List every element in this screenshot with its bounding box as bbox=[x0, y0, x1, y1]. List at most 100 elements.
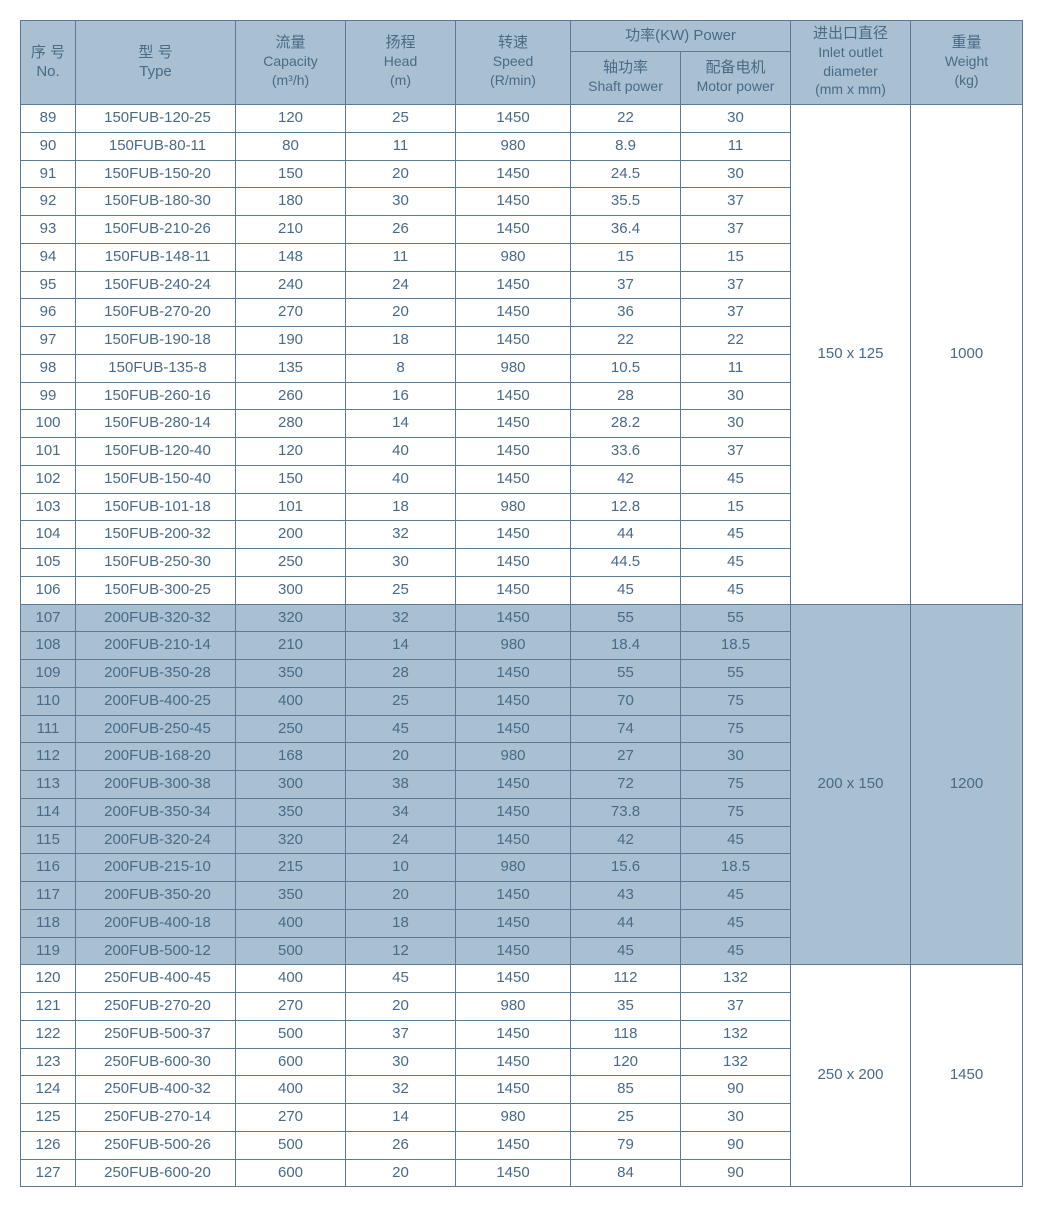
cell-speed: 1450 bbox=[456, 521, 571, 549]
cell-shaft: 43 bbox=[571, 882, 681, 910]
cell-capacity: 600 bbox=[236, 1159, 346, 1187]
cell-diameter: 200 x 150 bbox=[791, 604, 911, 965]
cell-head: 37 bbox=[346, 1020, 456, 1048]
cell-type: 250FUB-400-45 bbox=[76, 965, 236, 993]
cell-motor: 45 bbox=[681, 909, 791, 937]
cell-shaft: 33.6 bbox=[571, 438, 681, 466]
col-diameter: 进出口直径 Inlet outlet diameter (mm x mm) bbox=[791, 21, 911, 105]
cell-type: 150FUB-190-18 bbox=[76, 327, 236, 355]
cell-no: 124 bbox=[21, 1076, 76, 1104]
cell-capacity: 150 bbox=[236, 160, 346, 188]
cell-shaft: 35.5 bbox=[571, 188, 681, 216]
cell-no: 90 bbox=[21, 132, 76, 160]
cell-type: 150FUB-280-14 bbox=[76, 410, 236, 438]
cell-shaft: 85 bbox=[571, 1076, 681, 1104]
table-row: 89150FUB-120-251202514502230150 x 125100… bbox=[21, 105, 1023, 133]
cell-shaft: 45 bbox=[571, 937, 681, 965]
cell-speed: 980 bbox=[456, 1104, 571, 1132]
cell-shaft: 36 bbox=[571, 299, 681, 327]
cell-head: 32 bbox=[346, 521, 456, 549]
cell-motor: 37 bbox=[681, 299, 791, 327]
cell-motor: 30 bbox=[681, 105, 791, 133]
cell-speed: 1450 bbox=[456, 1020, 571, 1048]
cell-head: 11 bbox=[346, 243, 456, 271]
cell-type: 200FUB-210-14 bbox=[76, 632, 236, 660]
cell-capacity: 350 bbox=[236, 882, 346, 910]
cell-speed: 1450 bbox=[456, 188, 571, 216]
cell-speed: 1450 bbox=[456, 604, 571, 632]
cell-shaft: 8.9 bbox=[571, 132, 681, 160]
cell-type: 150FUB-120-25 bbox=[76, 105, 236, 133]
cell-no: 92 bbox=[21, 188, 76, 216]
cell-no: 106 bbox=[21, 576, 76, 604]
cell-speed: 1450 bbox=[456, 299, 571, 327]
cell-shaft: 44 bbox=[571, 521, 681, 549]
cell-type: 200FUB-400-18 bbox=[76, 909, 236, 937]
cell-head: 25 bbox=[346, 687, 456, 715]
cell-head: 18 bbox=[346, 493, 456, 521]
cell-speed: 980 bbox=[456, 354, 571, 382]
cell-shaft: 55 bbox=[571, 604, 681, 632]
cell-head: 26 bbox=[346, 1131, 456, 1159]
cell-speed: 1450 bbox=[456, 327, 571, 355]
cell-capacity: 210 bbox=[236, 632, 346, 660]
cell-motor: 37 bbox=[681, 216, 791, 244]
cell-speed: 1450 bbox=[456, 715, 571, 743]
cell-type: 200FUB-400-25 bbox=[76, 687, 236, 715]
cell-speed: 980 bbox=[456, 493, 571, 521]
cell-head: 20 bbox=[346, 743, 456, 771]
cell-head: 45 bbox=[346, 715, 456, 743]
cell-motor: 75 bbox=[681, 771, 791, 799]
cell-speed: 1450 bbox=[456, 798, 571, 826]
cell-head: 38 bbox=[346, 771, 456, 799]
cell-motor: 55 bbox=[681, 604, 791, 632]
col-capacity: 流量 Capacity (m³/h) bbox=[236, 21, 346, 105]
cell-head: 30 bbox=[346, 188, 456, 216]
cell-head: 25 bbox=[346, 576, 456, 604]
cell-head: 34 bbox=[346, 798, 456, 826]
cell-type: 250FUB-500-37 bbox=[76, 1020, 236, 1048]
cell-motor: 132 bbox=[681, 965, 791, 993]
cell-speed: 1450 bbox=[456, 216, 571, 244]
cell-type: 150FUB-80-11 bbox=[76, 132, 236, 160]
cell-type: 150FUB-148-11 bbox=[76, 243, 236, 271]
cell-weight: 1450 bbox=[911, 965, 1023, 1187]
cell-motor: 37 bbox=[681, 188, 791, 216]
cell-head: 30 bbox=[346, 1048, 456, 1076]
cell-motor: 132 bbox=[681, 1020, 791, 1048]
cell-no: 127 bbox=[21, 1159, 76, 1187]
cell-no: 108 bbox=[21, 632, 76, 660]
table-row: 120250FUB-400-45400451450112132250 x 200… bbox=[21, 965, 1023, 993]
cell-no: 116 bbox=[21, 854, 76, 882]
cell-shaft: 10.5 bbox=[571, 354, 681, 382]
cell-head: 8 bbox=[346, 354, 456, 382]
cell-no: 96 bbox=[21, 299, 76, 327]
cell-type: 150FUB-150-20 bbox=[76, 160, 236, 188]
cell-speed: 1450 bbox=[456, 549, 571, 577]
cell-speed: 1450 bbox=[456, 826, 571, 854]
cell-no: 110 bbox=[21, 687, 76, 715]
col-power-group: 功率(KW) Power bbox=[571, 21, 791, 52]
cell-shaft: 42 bbox=[571, 826, 681, 854]
cell-capacity: 150 bbox=[236, 465, 346, 493]
cell-shaft: 15.6 bbox=[571, 854, 681, 882]
col-motor-power: 配备电机 Motor power bbox=[681, 52, 791, 105]
col-shaft-power: 轴功率 Shaft power bbox=[571, 52, 681, 105]
table-header: 序 号 No. 型 号 Type 流量 Capacity (m³/h) 扬程 H… bbox=[21, 21, 1023, 105]
cell-type: 150FUB-180-30 bbox=[76, 188, 236, 216]
cell-weight: 1000 bbox=[911, 105, 1023, 605]
col-no: 序 号 No. bbox=[21, 21, 76, 105]
cell-no: 89 bbox=[21, 105, 76, 133]
col-head: 扬程 Head (m) bbox=[346, 21, 456, 105]
cell-type: 200FUB-320-24 bbox=[76, 826, 236, 854]
cell-no: 105 bbox=[21, 549, 76, 577]
cell-capacity: 500 bbox=[236, 937, 346, 965]
cell-head: 40 bbox=[346, 465, 456, 493]
cell-head: 24 bbox=[346, 826, 456, 854]
cell-type: 150FUB-150-40 bbox=[76, 465, 236, 493]
cell-speed: 1450 bbox=[456, 660, 571, 688]
col-type: 型 号 Type bbox=[76, 21, 236, 105]
cell-type: 150FUB-250-30 bbox=[76, 549, 236, 577]
cell-diameter: 250 x 200 bbox=[791, 965, 911, 1187]
cell-capacity: 200 bbox=[236, 521, 346, 549]
